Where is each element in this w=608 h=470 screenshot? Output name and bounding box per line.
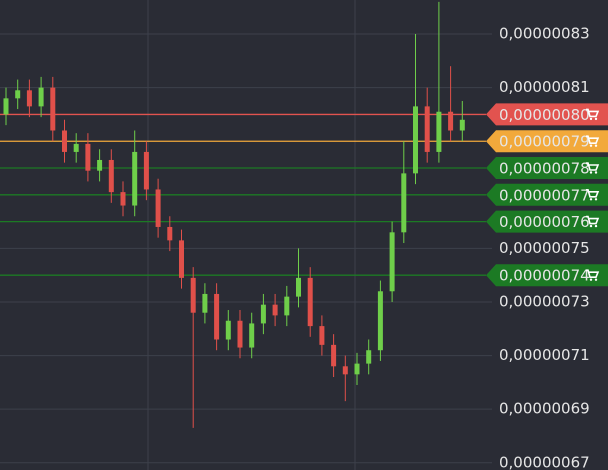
cart-wheel [589, 198, 593, 201]
cart-wheel [589, 278, 593, 281]
candle-body [296, 277, 301, 297]
cart-icon [586, 269, 600, 278]
cart-wheel [594, 144, 598, 147]
candle-body [307, 277, 313, 327]
price-tag [486, 130, 608, 153]
candle-body [132, 151, 138, 206]
candle-body [284, 296, 290, 316]
candle-body [62, 130, 67, 152]
candle-body [237, 320, 243, 348]
candle-body [366, 350, 372, 364]
candle-body [389, 232, 395, 292]
candle-body [85, 143, 91, 171]
price-tag-label: 0,00000080 [499, 106, 590, 124]
cart-wheel [594, 224, 598, 228]
candle-body [448, 111, 454, 131]
candle-body [342, 366, 348, 375]
candle-body [272, 304, 278, 316]
candle-body [377, 291, 383, 351]
candle-body [225, 320, 231, 340]
label-layer: 0,00000083 0,00000081 0,00000075 0,00000073… [486, 25, 608, 470]
price-tag-label: 0,00000076 [499, 213, 590, 231]
candle-body [15, 90, 21, 99]
y-tick-label: 0,00000071 [499, 346, 590, 364]
price-tag-label: 0,00000077 [499, 186, 590, 204]
candle-body [202, 293, 208, 313]
candle-body [38, 87, 44, 107]
price-tag-label: 0,00000078 [499, 160, 590, 178]
y-tick-label: 0,00000083 [499, 25, 590, 43]
cart-icon [586, 135, 600, 145]
candle-layer [3, 1, 465, 428]
candle-body [436, 111, 442, 152]
candle-body [331, 344, 337, 367]
candle-body [190, 277, 196, 313]
price-tag [486, 183, 608, 206]
candle-body [319, 326, 325, 345]
price-tag-label: 0,00000074 [499, 267, 590, 285]
candle-body [249, 323, 255, 348]
candle-body [26, 90, 32, 107]
grid-layer [0, 33, 492, 464]
candle-body [3, 98, 9, 115]
candle-body [97, 159, 103, 171]
candle-body [401, 173, 407, 233]
candle-body [459, 119, 465, 131]
cart-icon [586, 215, 600, 225]
cart-wheel [589, 117, 593, 121]
price-tag-label: 0,00000079 [499, 133, 590, 151]
cart-wheel [589, 144, 593, 147]
y-tick-label: 0,00000081 [499, 78, 590, 96]
price-tag [486, 264, 608, 287]
candle-body [73, 143, 79, 152]
cart-wheel [594, 117, 598, 121]
price-tag [486, 157, 608, 180]
y-tick-label: 0,00000073 [499, 292, 590, 310]
candle-body [143, 151, 149, 190]
y-tick-label: 0,00000067 [499, 453, 590, 470]
candle-body [108, 159, 114, 193]
candle-body [120, 192, 126, 206]
y-tick-label: 0,00000069 [499, 400, 590, 418]
cart-wheel [589, 224, 593, 228]
candle-body [50, 87, 56, 131]
cart-wheel [594, 278, 598, 281]
candle-body [179, 240, 184, 278]
cart-wheel [594, 198, 598, 201]
cart-wheel [594, 171, 598, 174]
cart-icon [586, 189, 600, 198]
price-tag [486, 210, 608, 233]
cart-wheel [589, 171, 593, 174]
cart-icon [586, 108, 600, 118]
candle-body [354, 363, 360, 375]
candle-body [214, 293, 220, 340]
y-tick-label: 0,00000075 [499, 239, 590, 257]
candle-body [413, 106, 418, 174]
price-tag [486, 103, 608, 126]
candle-body [167, 226, 173, 241]
cart-icon [586, 162, 600, 171]
candle-body [424, 106, 430, 152]
candle-body [155, 189, 161, 227]
candle-body [260, 304, 266, 324]
